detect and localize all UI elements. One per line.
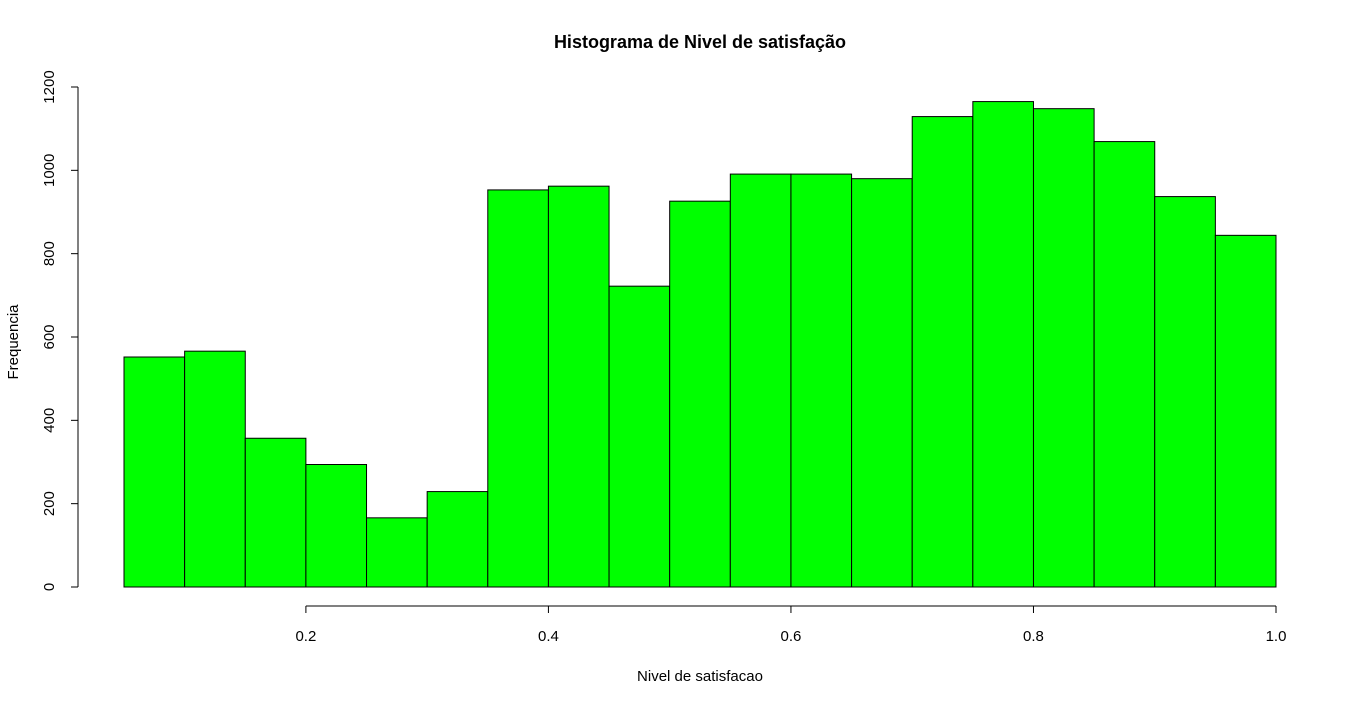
x-tick-label: 0.2 <box>295 628 316 645</box>
x-tick-label: 0.4 <box>538 628 559 645</box>
histogram-bar <box>669 200 731 588</box>
y-axis-label: Frequencia <box>5 304 22 380</box>
x-axis: 0.2 0.4 0.6 0.8 1.0 <box>295 605 1287 645</box>
y-tick-label: 800 <box>41 241 58 266</box>
y-tick-label: 1000 <box>41 154 58 187</box>
histogram-bar <box>366 517 428 588</box>
y-tick-label: 400 <box>41 408 58 433</box>
x-tick-label: 0.6 <box>781 628 802 645</box>
histogram-bar <box>1032 108 1095 588</box>
histogram-bar <box>972 101 1034 588</box>
histogram-bar <box>487 189 549 588</box>
y-tick-label: 200 <box>41 491 58 516</box>
x-tick-label: 1.0 <box>1266 628 1287 645</box>
chart-title: Histograma de Nivel de satisfação <box>554 32 846 52</box>
histogram-bar <box>123 356 186 588</box>
x-tick-label: 0.8 <box>1023 628 1044 645</box>
y-axis: 0 200 400 600 800 1000 1200 <box>41 70 79 591</box>
histogram-bar <box>1154 196 1216 588</box>
bars-group <box>123 101 1277 588</box>
histogram-bar <box>426 491 489 588</box>
y-tick-label: 1200 <box>41 70 58 103</box>
histogram-bar <box>305 464 368 588</box>
histogram-bar <box>911 116 974 588</box>
histogram-bar <box>547 185 610 588</box>
y-tick-label: 600 <box>41 324 58 349</box>
histogram-bar <box>1214 234 1277 588</box>
histogram-bar <box>184 350 246 588</box>
histogram-bar <box>790 173 853 588</box>
histogram-bar <box>1093 141 1156 588</box>
histogram-bar <box>851 178 913 588</box>
histogram-bar <box>244 437 307 588</box>
histogram-bar <box>729 173 792 588</box>
y-tick-label: 0 <box>41 583 58 591</box>
x-axis-label: Nivel de satisfacao <box>637 668 763 685</box>
histogram-bar <box>608 285 671 588</box>
